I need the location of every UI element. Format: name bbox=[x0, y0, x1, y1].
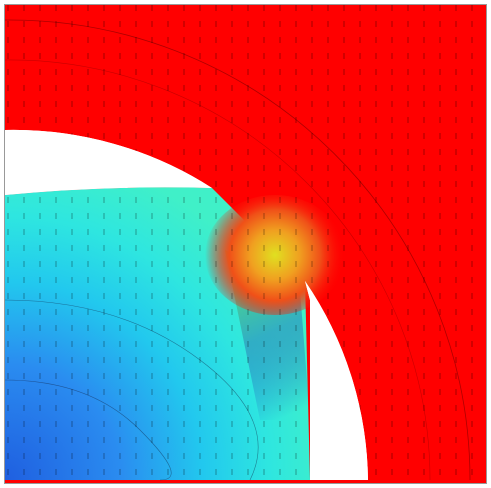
gap-right-mask bbox=[305, 281, 368, 480]
vector-field bbox=[5, 5, 486, 483]
frame bbox=[4, 4, 487, 484]
gap-top-mask bbox=[5, 129, 212, 195]
